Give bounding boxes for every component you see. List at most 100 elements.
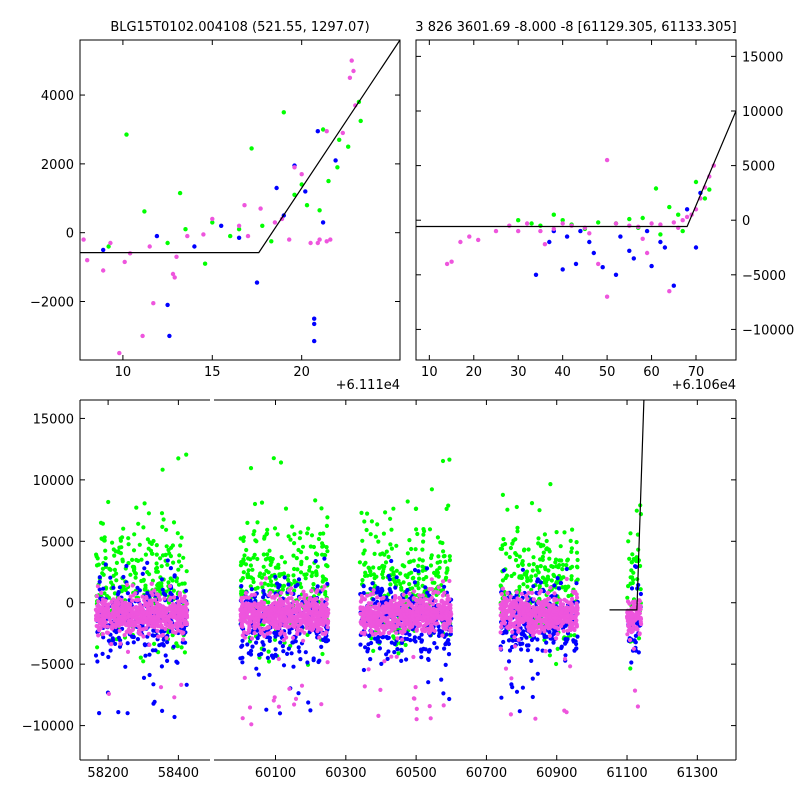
data-point-blue bbox=[97, 587, 102, 592]
data-point-green bbox=[371, 572, 376, 577]
data-point-pink bbox=[95, 617, 100, 622]
data-point-green bbox=[640, 215, 645, 221]
data-point-green bbox=[388, 542, 393, 547]
data-point-blue bbox=[399, 658, 404, 664]
data-point-pink bbox=[429, 623, 434, 628]
data-point-green bbox=[368, 532, 373, 537]
data-point-blue bbox=[600, 265, 605, 270]
data-point-green bbox=[134, 505, 139, 510]
data-point-pink bbox=[509, 676, 514, 681]
data-point-pink bbox=[556, 627, 561, 632]
data-point-green bbox=[371, 565, 376, 570]
data-point-green bbox=[183, 227, 188, 232]
data-point-blue bbox=[97, 575, 102, 580]
data-point-pink bbox=[104, 630, 110, 635]
data-point-pink bbox=[613, 221, 619, 226]
data-point-blue bbox=[264, 707, 269, 712]
data-point-pink bbox=[420, 593, 425, 598]
data-point-blue bbox=[378, 590, 384, 595]
data-point-blue bbox=[142, 566, 147, 571]
data-point-pink bbox=[306, 608, 311, 614]
data-point-green bbox=[399, 587, 404, 592]
data-point-green bbox=[346, 144, 351, 149]
data-point-pink bbox=[278, 631, 283, 637]
data-point-pink bbox=[273, 613, 279, 618]
data-point-pink bbox=[420, 605, 425, 611]
data-point-pink bbox=[551, 609, 557, 614]
data-point-blue bbox=[361, 590, 366, 596]
data-point-green bbox=[376, 539, 381, 544]
data-point-green bbox=[388, 582, 393, 587]
data-point-pink bbox=[380, 618, 385, 623]
data-point-green bbox=[447, 457, 452, 462]
data-point-green bbox=[106, 499, 111, 505]
data-point-pink bbox=[117, 350, 122, 356]
data-point-pink bbox=[546, 626, 551, 631]
data-point-pink bbox=[424, 610, 429, 615]
data-point-pink bbox=[276, 619, 281, 624]
data-point-green bbox=[136, 521, 141, 526]
data-point-pink bbox=[263, 613, 268, 619]
data-point-green bbox=[360, 538, 365, 543]
data-point-pink bbox=[552, 591, 557, 596]
data-point-pink bbox=[287, 613, 292, 618]
data-point-green bbox=[403, 642, 408, 648]
data-point-pink bbox=[347, 75, 353, 81]
data-point-green bbox=[503, 575, 508, 581]
data-point-pink bbox=[360, 617, 365, 622]
data-point-pink bbox=[510, 601, 515, 606]
data-point-green bbox=[368, 572, 373, 578]
data-point-pink bbox=[552, 615, 558, 621]
data-point-green bbox=[142, 501, 147, 506]
data-point-green bbox=[132, 567, 137, 572]
data-point-green bbox=[560, 567, 565, 572]
data-point-blue bbox=[649, 263, 654, 269]
data-point-blue bbox=[535, 671, 540, 676]
data-point-green bbox=[362, 519, 367, 524]
data-point-pink bbox=[568, 664, 573, 669]
data-point-pink bbox=[369, 601, 374, 606]
data-point-pink bbox=[170, 626, 175, 631]
data-point-pink bbox=[374, 610, 379, 615]
data-point-pink bbox=[130, 610, 135, 615]
data-point-pink bbox=[143, 602, 148, 607]
data-point-pink bbox=[117, 619, 123, 624]
data-point-pink bbox=[127, 624, 132, 629]
data-point-pink bbox=[397, 596, 403, 601]
data-point-pink bbox=[284, 604, 289, 609]
data-point-green bbox=[265, 527, 270, 533]
data-point-green bbox=[520, 562, 525, 568]
data-point-green bbox=[557, 558, 562, 563]
data-point-pink bbox=[155, 620, 160, 626]
data-point-blue bbox=[116, 635, 121, 640]
data-point-pink bbox=[401, 623, 406, 628]
data-point-green bbox=[547, 556, 552, 561]
data-point-green bbox=[154, 561, 159, 566]
data-point-green bbox=[320, 544, 325, 549]
data-point-pink bbox=[301, 604, 307, 609]
data-point-green bbox=[626, 539, 631, 544]
panel-top-right-model-line bbox=[416, 110, 737, 228]
y-tick-label: 5000 bbox=[742, 160, 775, 175]
data-point-pink bbox=[293, 614, 299, 619]
data-point-pink bbox=[115, 606, 120, 611]
data-point-green bbox=[444, 575, 449, 580]
data-point-blue bbox=[175, 660, 180, 665]
data-point-green bbox=[297, 536, 302, 541]
data-point-green bbox=[243, 562, 249, 567]
data-point-pink bbox=[175, 625, 180, 630]
data-point-pink bbox=[398, 599, 403, 605]
data-point-green bbox=[554, 530, 559, 535]
data-point-blue bbox=[393, 585, 398, 590]
data-point-pink bbox=[493, 228, 499, 234]
data-point-pink bbox=[269, 621, 274, 627]
data-point-blue bbox=[538, 580, 544, 585]
x-tick-label: 15 bbox=[204, 365, 221, 380]
data-point-green bbox=[124, 132, 129, 137]
data-point-green bbox=[630, 552, 635, 557]
data-point-pink bbox=[272, 695, 277, 700]
data-point-green bbox=[283, 506, 289, 511]
data-point-pink bbox=[448, 609, 453, 615]
data-point-pink bbox=[159, 625, 164, 630]
data-point-green bbox=[574, 550, 580, 555]
